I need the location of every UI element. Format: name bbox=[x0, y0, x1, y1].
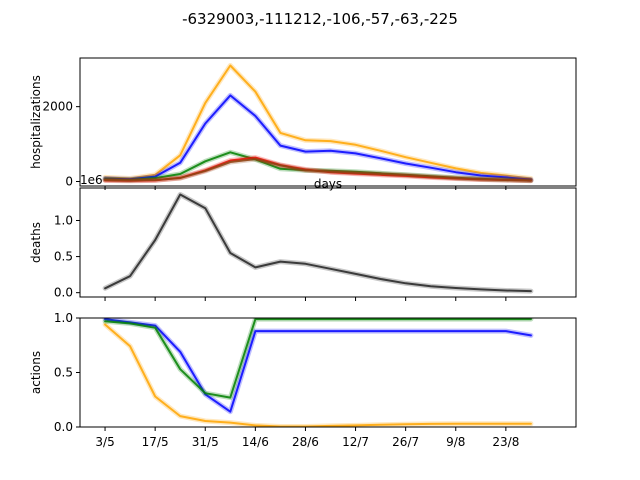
y-tick-label-3-0-5: 0.5 bbox=[54, 366, 73, 380]
series-line-1-5 bbox=[104, 158, 532, 182]
series-line-1-2 bbox=[104, 94, 532, 181]
figure-title: -6329003,-111212,-106,-57,-63,-225 bbox=[182, 10, 458, 28]
series-line-2-1 bbox=[104, 193, 532, 293]
x-tick-label-9-8: 9/8 bbox=[446, 435, 465, 449]
series-line-3-3 bbox=[104, 318, 532, 399]
x-tick-label-14-6: 14/6 bbox=[242, 435, 269, 449]
series-line-3-1 bbox=[104, 323, 532, 427]
y-axis-label-actions: actions bbox=[29, 351, 43, 394]
y-tick-label-2-1-0: 1.0 bbox=[54, 213, 73, 227]
y-tick-label-1-0: 0 bbox=[65, 175, 73, 189]
series-line-3-2 bbox=[104, 318, 532, 413]
y-tick-label-1-2000: 2000 bbox=[42, 100, 73, 114]
x-tick-label-26-7: 26/7 bbox=[392, 435, 419, 449]
chart-panel-3: 0.0 0.5 1.0 3/5 17/5 31/5 14/6 28/6 12/7 26/7 9/8 2… bbox=[29, 311, 577, 449]
chart-panel-2: 0.0 0.5 1.0 deaths 1e6 bbox=[29, 173, 577, 301]
y-tick-label-3-1-0: 1.0 bbox=[54, 311, 73, 325]
axes-frame-1 bbox=[79, 57, 577, 187]
x-tick-label-23-8: 23/8 bbox=[492, 435, 519, 449]
y-tick-label-2-0-0: 0.0 bbox=[54, 286, 73, 300]
x-tick-label-17-5: 17/5 bbox=[142, 435, 169, 449]
y-tick-label-3-0-0: 0.0 bbox=[54, 420, 73, 434]
x-axis-label: days bbox=[314, 177, 342, 191]
x-tick-label-31-5: 31/5 bbox=[192, 435, 219, 449]
y-axis-label-hospitalizations: hospitalizations bbox=[29, 75, 43, 169]
axes-frame-2 bbox=[79, 187, 577, 298]
x-tick-label-3-5: 3/5 bbox=[95, 435, 114, 449]
y-tick-label-2-0-5: 0.5 bbox=[54, 250, 73, 264]
y-axis-label-deaths: deaths bbox=[29, 222, 43, 263]
x-tick-label-28-6: 28/6 bbox=[292, 435, 319, 449]
series-line-1-1 bbox=[104, 64, 532, 180]
x-tick-label-12-7: 12/7 bbox=[342, 435, 369, 449]
offset-text: 1e6 bbox=[80, 173, 103, 187]
